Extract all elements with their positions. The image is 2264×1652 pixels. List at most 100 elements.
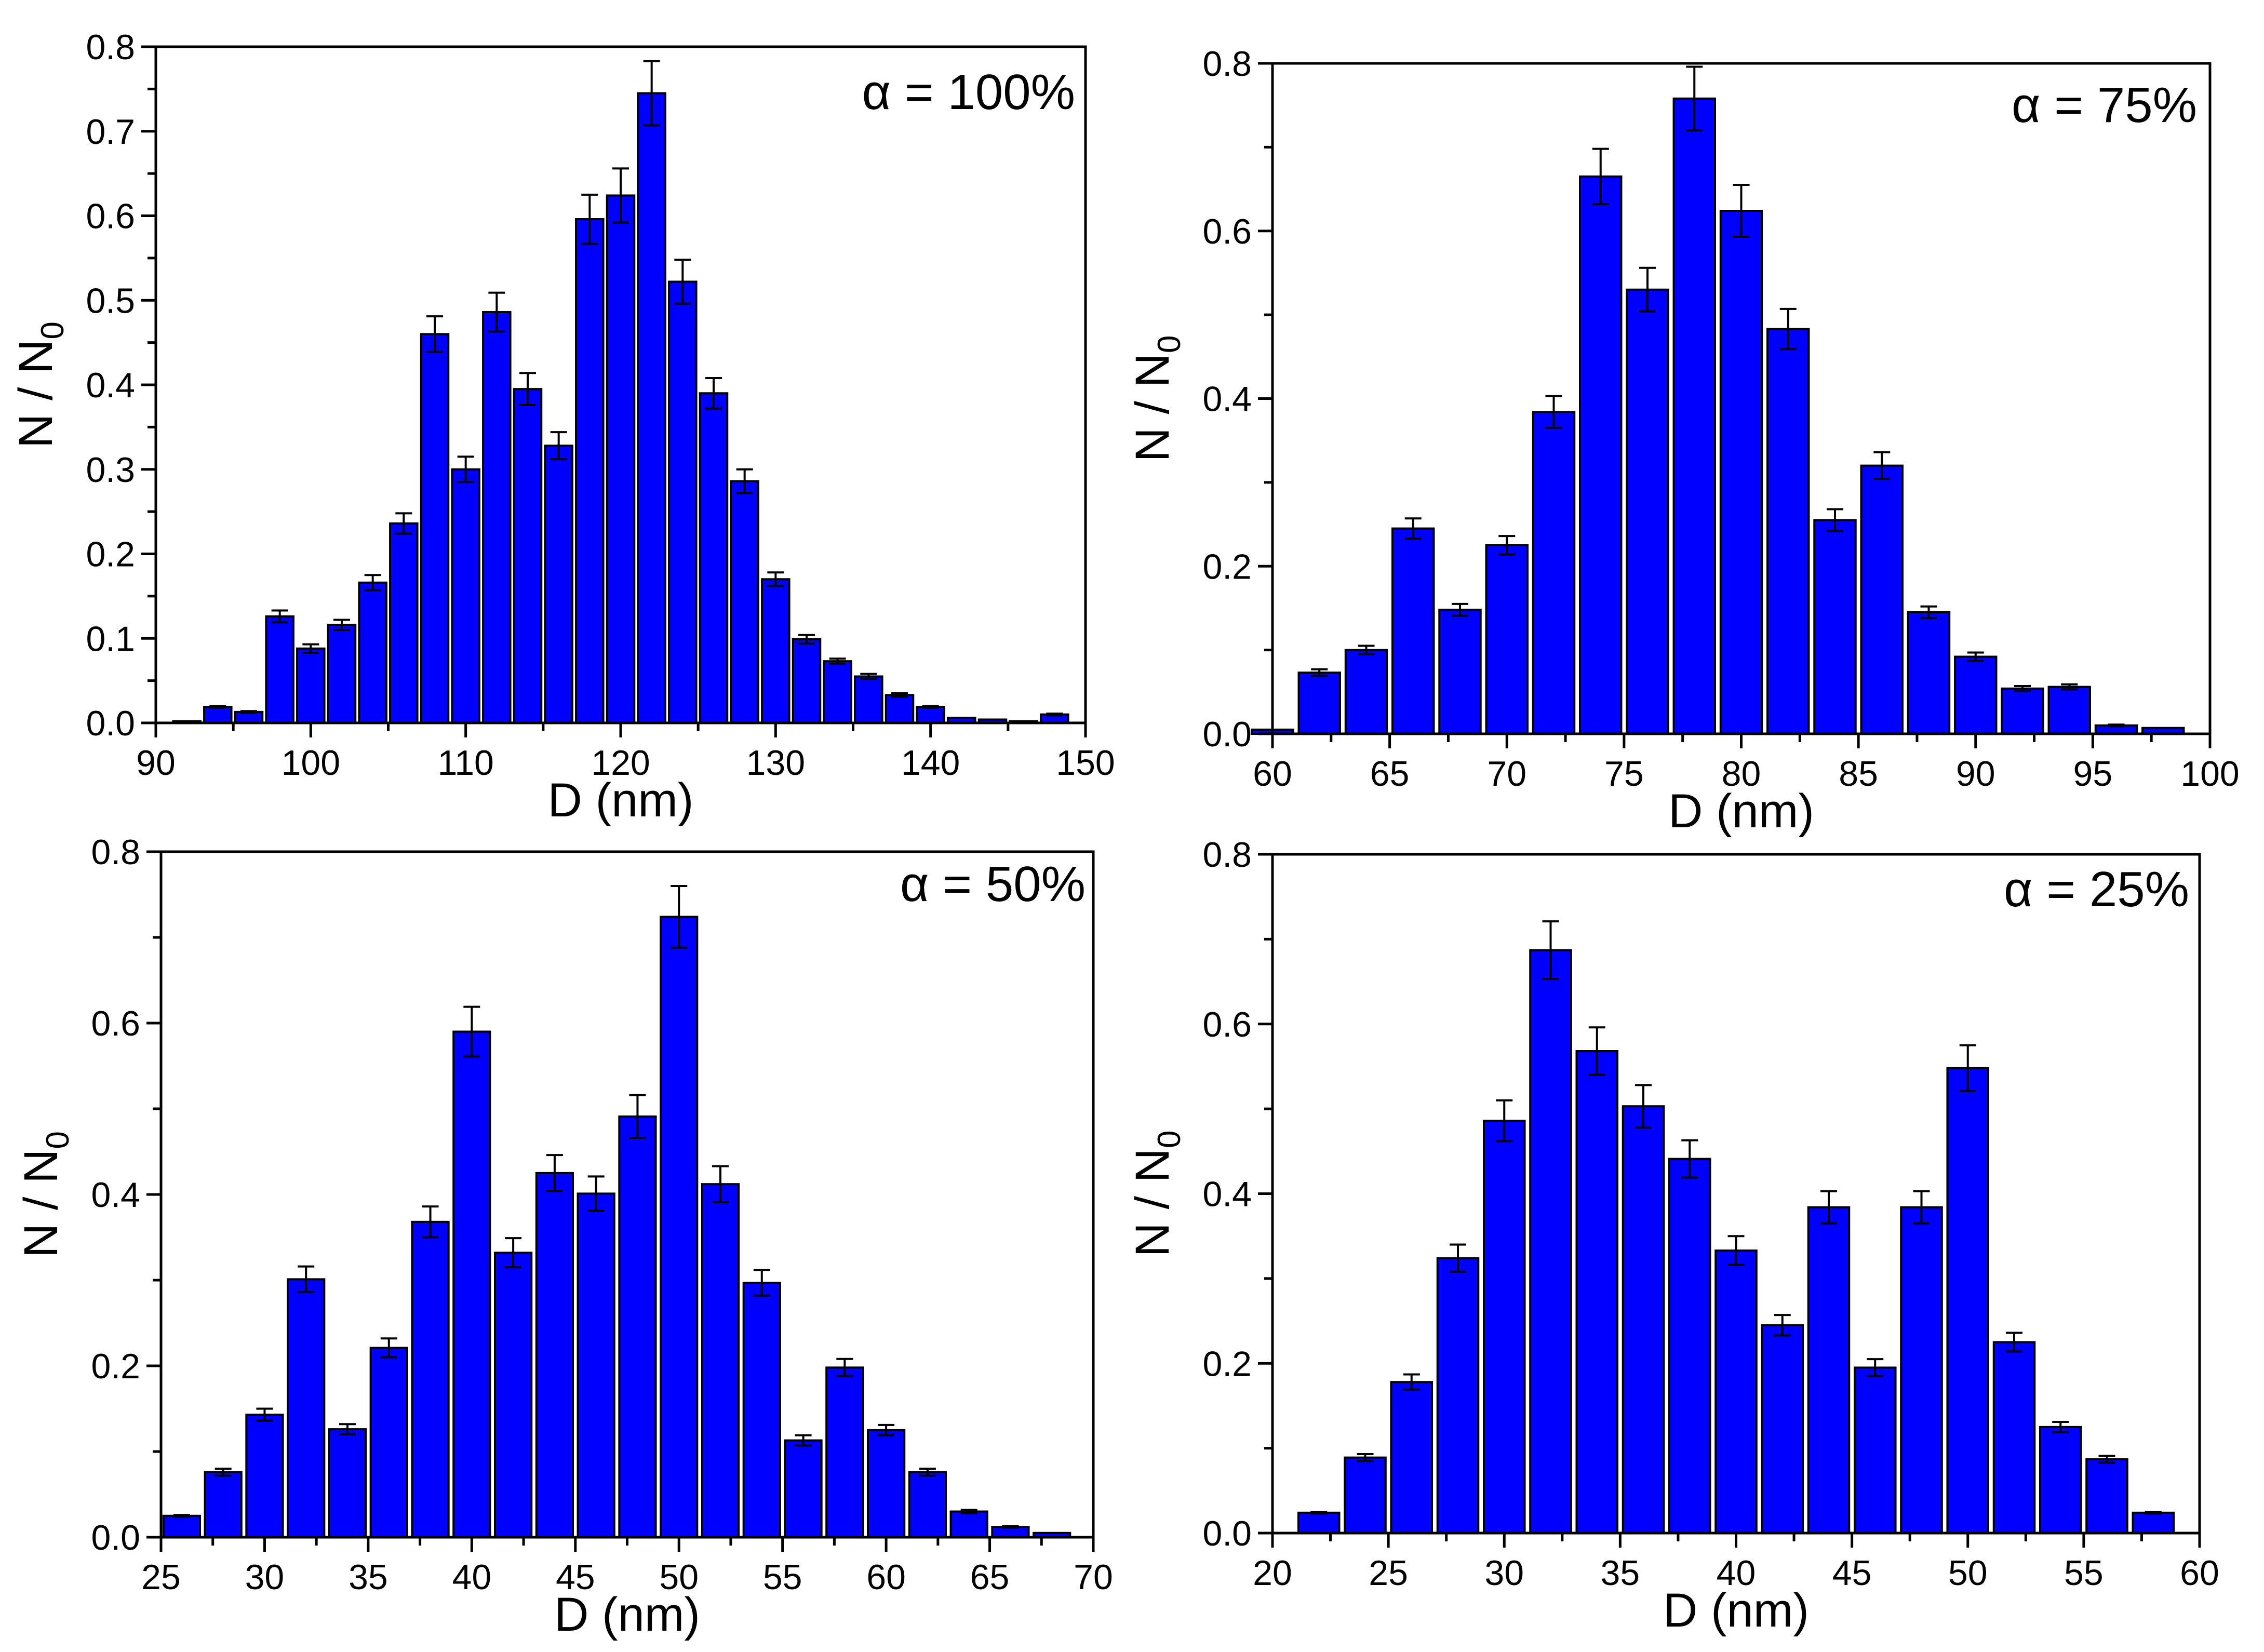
error-bar	[612, 167, 629, 224]
error-bar	[1820, 1190, 1837, 1225]
error-bar	[736, 468, 753, 494]
error-bar	[395, 512, 412, 535]
x-tick-label: 80	[1722, 754, 1761, 794]
error-bar	[457, 455, 474, 483]
bar	[854, 675, 883, 724]
bar	[1390, 1381, 1434, 1534]
error-bar	[1404, 517, 1422, 540]
y-tick-label: 0.3	[86, 450, 135, 490]
x-tick-label: 110	[437, 743, 493, 783]
bar	[389, 522, 419, 724]
bar	[1622, 1105, 1665, 1534]
error-bar	[1827, 508, 1843, 532]
alpha-annotation: α = 100%	[862, 64, 1075, 120]
bar	[1575, 1050, 1619, 1534]
bar	[1860, 464, 1904, 735]
error-bar	[1867, 1358, 1884, 1377]
error-bar	[1452, 602, 1468, 617]
bar	[618, 1115, 657, 1539]
x-tick-label: 40	[1717, 1553, 1756, 1593]
y-tick-label: 0.5	[86, 281, 135, 320]
bar	[1719, 210, 1763, 735]
y-axis-title-subscript: 0	[40, 1131, 76, 1149]
y-tick-label: 0.2	[86, 535, 135, 574]
bar	[535, 1172, 574, 1538]
x-tick-label: 60	[866, 1557, 906, 1597]
x-axis-title: D (nm)	[1668, 785, 1814, 838]
error-bar	[767, 571, 784, 587]
error-bar	[798, 634, 815, 645]
bar	[420, 333, 450, 724]
bar	[369, 1347, 408, 1539]
bar-series	[1251, 65, 2185, 735]
y-tick-label: 0.6	[1202, 212, 1252, 251]
y-tick-label: 0.2	[91, 1347, 140, 1386]
x-tick-label: 60	[2180, 1553, 2219, 1593]
bar	[606, 194, 636, 724]
y-tick-label: 0.0	[86, 704, 135, 743]
bar-series	[172, 60, 1069, 724]
x-tick-label: 50	[659, 1557, 699, 1597]
bar	[1485, 544, 1529, 735]
y-tick-label: 0.2	[1202, 1344, 1252, 1384]
y-tick-label: 0.7	[86, 112, 135, 152]
bar	[637, 92, 666, 724]
bar	[296, 647, 326, 724]
bar	[575, 218, 605, 724]
bar	[245, 1414, 284, 1539]
bar	[2132, 1511, 2175, 1535]
bar	[1529, 949, 1572, 1534]
y-tick-label: 0.8	[1202, 835, 1252, 875]
bar	[825, 1366, 864, 1539]
bar	[452, 1030, 491, 1538]
bar	[1579, 175, 1623, 735]
x-tick-label: 70	[1487, 754, 1526, 794]
bar	[1853, 1366, 1897, 1534]
error-bar	[1592, 147, 1609, 206]
bar	[2085, 1458, 2128, 1535]
bar	[885, 694, 915, 724]
error-bar	[380, 1337, 397, 1359]
error-bar	[256, 1407, 273, 1422]
y-axis-title-base: N / N	[9, 339, 62, 448]
error-bar	[878, 1423, 895, 1436]
alpha-annotation: α = 75%	[2012, 77, 2197, 133]
x-tick-label: 45	[1832, 1553, 1872, 1593]
y-axis-title-subscript: 0	[35, 321, 71, 339]
x-tick-label: 30	[245, 1557, 285, 1597]
bar	[1438, 609, 1482, 735]
x-tick-label: 55	[763, 1557, 802, 1597]
bar	[203, 706, 233, 724]
error-bar	[1686, 65, 1703, 132]
bar	[1391, 527, 1435, 735]
bar	[411, 1220, 450, 1539]
bar-series	[162, 885, 1071, 1539]
bar	[1672, 97, 1716, 735]
x-tick-label: 40	[452, 1557, 492, 1597]
error-bar	[1450, 1243, 1466, 1273]
y-axis-title: N / N0	[9, 321, 71, 448]
x-tick-label: 25	[141, 1557, 181, 1597]
error-bar	[1681, 1139, 1698, 1179]
x-tick-label: 75	[1604, 754, 1644, 794]
y-tick-label: 0.1	[86, 619, 135, 659]
bar	[867, 1429, 906, 1538]
error-bar	[1913, 1190, 1930, 1225]
bar	[494, 1252, 533, 1538]
y-axis-title: N / N0	[15, 1131, 76, 1258]
error-bar	[173, 1514, 190, 1518]
x-tick-label: 60	[1253, 754, 1292, 794]
bar	[1714, 1249, 1758, 1534]
y-tick-label: 0.4	[1202, 1175, 1252, 1214]
error-bar	[674, 259, 691, 305]
bar	[358, 581, 387, 724]
error-bar	[919, 1468, 936, 1477]
error-bar	[339, 1423, 356, 1435]
bar	[2047, 686, 2091, 735]
error-bar	[505, 1237, 522, 1269]
y-axis-title-subscript: 0	[1151, 1130, 1187, 1148]
panel-b: 60 65 70 75 80 85 90 95 100 0.0 0.2 0.4 0.6 0.8 D (nm)…	[1126, 44, 2240, 838]
x-tick-label: 50	[1948, 1553, 1988, 1593]
x-tick-label: 85	[1839, 754, 1878, 794]
y-tick-label: 0.2	[1202, 547, 1252, 586]
